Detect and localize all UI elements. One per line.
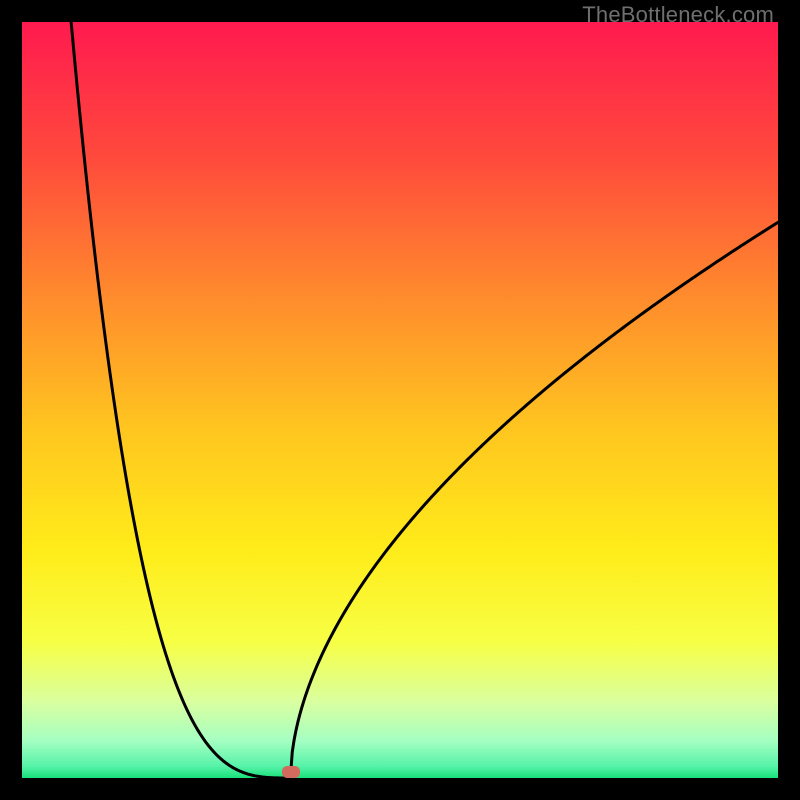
optimum-marker: [282, 766, 300, 778]
chart-container: TheBottleneck.com: [0, 0, 800, 800]
bottleneck-curve: [22, 22, 778, 778]
watermark-text: TheBottleneck.com: [582, 2, 774, 28]
plot-area: [22, 22, 778, 778]
